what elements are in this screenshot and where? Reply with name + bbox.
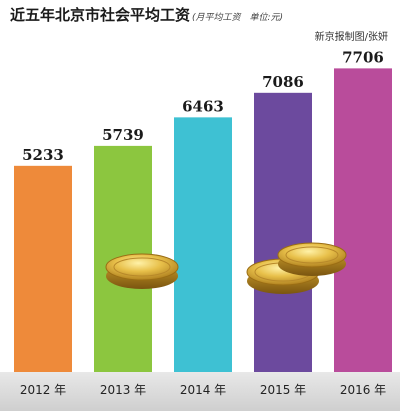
category-label: 2014 年: [180, 383, 226, 397]
category-label: 2015 年: [260, 383, 306, 397]
bar-value-label: 5739: [102, 126, 144, 144]
category-label: 2012 年: [20, 383, 66, 397]
bar-3: [254, 92, 312, 373]
chart-subtitle: (月平均工资 单位:元): [192, 13, 284, 23]
credit-line: 新京报制图/张妍: [314, 32, 388, 43]
bar-2: [174, 117, 232, 372]
bar-value-label: 5233: [22, 146, 64, 164]
bar-value-label: 7086: [262, 73, 304, 91]
coin-icon: [105, 253, 179, 289]
bar-4: [334, 68, 392, 372]
bar-0: [14, 165, 72, 372]
chart-title-group: 近五年北京市社会平均工资 (月平均工资 单位:元): [10, 4, 283, 25]
chart-title: 近五年北京市社会平均工资: [10, 6, 191, 24]
category-label: 2016 年: [340, 383, 386, 397]
bar-value-label: 6463: [182, 97, 224, 115]
coin-icon: [277, 242, 347, 276]
category-label: 2013 年: [100, 383, 146, 397]
coin-decorations: [105, 242, 347, 294]
category-axis-band: [0, 372, 400, 411]
bar-value-label: 7706: [342, 48, 384, 66]
